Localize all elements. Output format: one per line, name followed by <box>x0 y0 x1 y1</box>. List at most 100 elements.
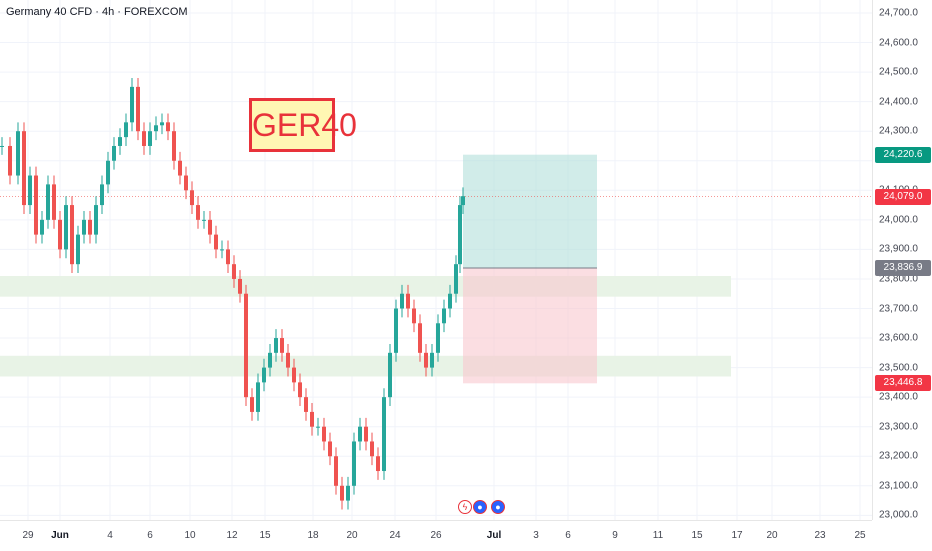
candle-body <box>70 205 74 265</box>
ger40-annotation[interactable]: GER40 <box>249 98 357 152</box>
candle-body <box>160 122 164 126</box>
candle-body <box>178 160 182 176</box>
lightning-icon[interactable]: ϟ <box>458 500 472 514</box>
price-tick-label: 24,700.0 <box>879 7 918 19</box>
candle-body <box>64 205 68 250</box>
candle-body <box>388 352 392 398</box>
time-tick-label: 26 <box>430 530 442 541</box>
entry-price-badge: 23,836.9 <box>875 260 931 277</box>
candle-body <box>28 175 32 206</box>
time-axis[interactable]: 29 Jun 4 6 10 12 15 18 20 24 26 Jul 3 6 9 11 15 17 20 23 25 <box>0 520 872 551</box>
candle-body <box>406 293 410 309</box>
support-zone <box>0 275 731 297</box>
loss-zone <box>463 268 597 384</box>
candle-body <box>346 485 350 501</box>
chart-area[interactable]: Germany 40 CFD · 4h · FOREXCOM GER40 ϟ ●… <box>0 0 872 520</box>
symbol-title[interactable]: Germany 40 CFD · 4h · FOREXCOM <box>6 6 188 18</box>
candle-body <box>424 352 428 368</box>
candle-body <box>316 426 320 428</box>
price-tick-label: 23,700.0 <box>879 303 918 314</box>
candle-body <box>16 131 20 176</box>
candle-body <box>292 367 296 383</box>
candle-body <box>226 249 230 265</box>
price-tick-label: 24,300.0 <box>879 125 918 137</box>
candle-body <box>130 86 134 123</box>
candle-body <box>8 145 12 176</box>
candle-body <box>112 145 116 161</box>
time-tick-label: 4 <box>107 530 113 541</box>
time-tick-label: 11 <box>652 530 664 541</box>
candle-body <box>334 456 338 486</box>
candle-body <box>118 137 122 146</box>
candle-body <box>232 264 236 279</box>
price-tick-label: 23,100.0 <box>879 480 918 492</box>
candle-body <box>196 205 200 220</box>
candle-body <box>268 352 272 368</box>
time-tick-label: 9 <box>612 530 618 541</box>
candle-body <box>328 441 332 457</box>
price-tick-label: 23,300.0 <box>879 421 918 433</box>
stop-price-badge: 23,446.8 <box>875 375 931 392</box>
candle-body <box>458 205 462 265</box>
candle-body <box>238 278 242 294</box>
candle-body <box>412 308 416 324</box>
candle-body <box>208 219 212 235</box>
candle-body <box>250 397 254 412</box>
candle-body <box>364 426 368 442</box>
current-price-badge: 24,079.0 <box>875 188 931 205</box>
time-tick-label: 17 <box>731 530 743 541</box>
candle-body <box>376 456 380 472</box>
candle-body <box>298 382 302 398</box>
price-tick-label: 23,500.0 <box>879 362 918 374</box>
time-tick-label: 25 <box>854 530 866 541</box>
price-tick-label: 23,000.0 <box>879 509 918 521</box>
flag-icon[interactable]: ● <box>491 500 505 514</box>
candle-body <box>394 308 398 353</box>
time-tick-label: 6 <box>565 530 571 541</box>
candle-body <box>430 352 434 368</box>
price-tick-label: 23,400.0 <box>879 391 918 403</box>
price-chart[interactable] <box>0 0 872 520</box>
candle-body <box>220 249 224 251</box>
price-tick-label: 24,000.0 <box>879 214 918 226</box>
time-tick-label: Jul <box>486 530 502 541</box>
candle-body <box>461 196 465 206</box>
candle-body <box>94 205 98 235</box>
candle-body <box>106 160 110 185</box>
time-tick-label: 15 <box>259 530 271 541</box>
candle-body <box>370 441 374 457</box>
candle-body <box>244 293 248 398</box>
price-tick-label: 24,400.0 <box>879 96 918 108</box>
time-tick-label: 23 <box>814 530 826 541</box>
candle-body <box>214 234 218 250</box>
candle-body <box>136 86 140 132</box>
candle-body <box>154 125 158 132</box>
time-tick-label: 20 <box>346 530 358 541</box>
candle-body <box>310 411 314 427</box>
candle-body <box>448 293 452 309</box>
price-tick-label: 23,600.0 <box>879 332 918 344</box>
profit-zone <box>463 154 597 269</box>
candle-body <box>442 308 446 324</box>
candle-body <box>322 426 326 442</box>
time-tick-label: 3 <box>533 530 539 541</box>
candle-body <box>166 122 170 132</box>
time-tick-label: 15 <box>691 530 703 541</box>
time-tick-label: 20 <box>766 530 778 541</box>
candle-body <box>436 323 440 353</box>
price-tick-label: 24,500.0 <box>879 66 918 78</box>
target-price-badge: 24,220.6 <box>875 146 931 163</box>
candle-body <box>358 426 362 442</box>
candle-body <box>58 219 62 250</box>
candle-body <box>148 131 152 146</box>
candle-body <box>340 485 344 501</box>
candle-body <box>352 441 356 486</box>
time-tick-label: Jun <box>51 530 69 541</box>
candle-body <box>286 352 290 368</box>
time-tick-label: 18 <box>307 530 319 541</box>
price-axis[interactable]: 24,700.0 24,600.0 24,500.0 24,400.0 24,300.0… <box>872 0 932 521</box>
time-tick-label: 6 <box>147 530 153 541</box>
flag-icon[interactable]: ● <box>473 500 487 514</box>
candle-body <box>52 184 56 220</box>
price-tick-label: 23,900.0 <box>879 243 918 255</box>
